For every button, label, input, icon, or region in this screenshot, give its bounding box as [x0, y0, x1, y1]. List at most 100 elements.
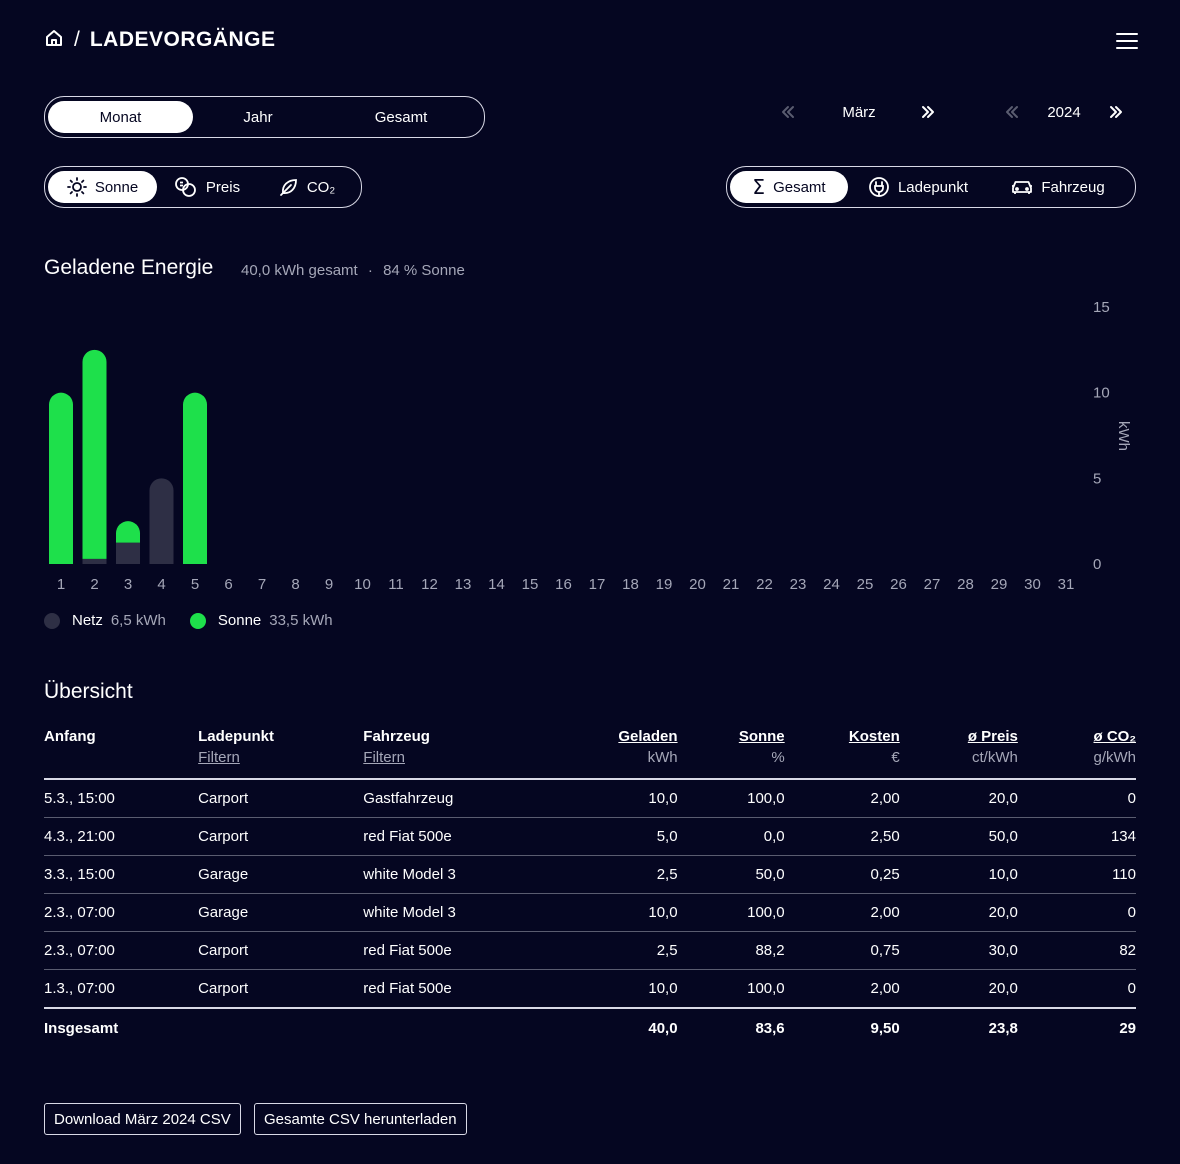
hamburger-menu-icon[interactable] — [1116, 30, 1138, 50]
sun-icon — [66, 177, 87, 197]
table-cell: 100,0 — [677, 969, 785, 1009]
table-cell: Carport — [198, 817, 364, 856]
col-preis[interactable]: ø Preis ct/kWh — [967, 728, 1018, 766]
table-row: 4.3., 21:00 Carport red Fiat 500e 5,0 0,0 2,5… — [44, 817, 1136, 856]
col-sonne[interactable]: Sonne% — [738, 728, 785, 766]
legend-sonne-swatch — [189, 612, 206, 629]
tab-monat[interactable]: Monat — [48, 101, 193, 133]
table-cell: 30,0 — [899, 931, 1018, 970]
sessions-table: Anfang Ladepunkt Filtern Fahrzeug Filtern … — [44, 726, 1136, 1047]
tab-fahrzeug[interactable]: Fahrzeug — [988, 171, 1128, 203]
table-cell: 2,5 — [553, 931, 678, 970]
tab-jahr[interactable]: Jahr — [243, 108, 273, 126]
tab-ladepunkt-label: Ladepunkt — [897, 178, 969, 196]
home-icon[interactable] — [44, 28, 64, 53]
table-cell: Garage — [198, 893, 364, 932]
col-co2[interactable]: ø CO₂ g/kWh — [1093, 728, 1136, 766]
coins-icon — [175, 177, 196, 197]
period-tabs: Monat Jahr Gesamt — [44, 96, 485, 138]
x-tick-label: 18 — [622, 576, 639, 593]
bar-netz — [116, 542, 140, 564]
total-cell — [198, 1008, 363, 1047]
table-row: 5.3., 15:00 Carport Gastfahrzeug 10,0 100,0 2… — [44, 779, 1136, 818]
previous-year-icon[interactable] — [1003, 103, 1021, 121]
table-cell: 50,0 — [677, 855, 785, 894]
x-tick-label: 30 — [1024, 576, 1041, 593]
x-tick-label: 26 — [890, 576, 907, 593]
bar-day-1[interactable] — [49, 392, 73, 564]
table-cell: 2.3., 07:00 — [44, 893, 199, 932]
next-month-icon[interactable] — [919, 103, 937, 121]
x-tick-label: 21 — [723, 576, 740, 593]
table-cell: Carport — [198, 931, 364, 970]
bar-netz — [82, 558, 107, 564]
current-year: 2024 — [1047, 103, 1081, 121]
col-kosten[interactable]: Kosten € — [848, 728, 900, 766]
table-cell: 20,0 — [899, 779, 1018, 818]
tab-sonne[interactable]: Sonne — [48, 171, 157, 203]
table-cell: 134 — [1017, 817, 1136, 856]
legend-netz-value: 6,5 kWh — [110, 612, 166, 629]
x-tick-label: 27 — [924, 576, 941, 593]
bar-sonne — [82, 349, 107, 559]
x-tick-label: 29 — [991, 576, 1008, 593]
bar-day-5[interactable] — [183, 392, 207, 564]
table-total-row: Insgesamt 40,0 83,6 9,50 23,8 29 — [44, 1008, 1136, 1047]
tab-fahrzeug-label: Fahrzeug — [1041, 178, 1105, 196]
x-tick-label: 2 — [90, 576, 98, 593]
table-cell: Garage — [198, 855, 364, 894]
table-cell: 0,75 — [784, 931, 900, 970]
table-cell: 0,25 — [784, 855, 900, 894]
filter-ladepunkt-link[interactable]: Filtern — [198, 749, 240, 766]
table-row: 2.3., 07:00 Carport red Fiat 500e 2,5 88,2 0,… — [44, 931, 1136, 970]
tab-ladepunkt[interactable]: Ladepunkt — [848, 171, 988, 203]
table-cell: 3.3., 15:00 — [44, 855, 199, 894]
table-cell: 0 — [1017, 893, 1136, 932]
tab-preis[interactable]: Preis — [157, 171, 257, 203]
energy-summary: 40,0 kWh gesamt · 84 % Sonne — [241, 262, 465, 279]
download-month-csv-button[interactable]: Download März 2024 CSV — [44, 1103, 241, 1135]
bar-day-2[interactable] — [82, 349, 107, 564]
table-cell: 5.3., 15:00 — [44, 779, 199, 818]
total-cell: 83,6 — [755, 1019, 785, 1037]
legend-sonne-value: 33,5 kWh — [269, 612, 333, 629]
table-cell: red Fiat 500e — [363, 817, 554, 856]
tab-gesamt[interactable]: Gesamt — [374, 108, 428, 126]
filter-fahrzeug-link[interactable]: Filtern — [363, 749, 405, 766]
tab-preis-label: Preis — [205, 178, 241, 196]
bar-day-3[interactable] — [116, 521, 140, 564]
table-cell: white Model 3 — [363, 893, 554, 932]
x-tick-label: 22 — [756, 576, 773, 593]
table-row: 3.3., 15:00 Garage white Model 3 2,5 50,0 0,2… — [44, 855, 1136, 894]
chart-title: Geladene Energie — [44, 256, 214, 279]
next-year-icon[interactable] — [1107, 103, 1125, 121]
col-geladen[interactable]: Geladen kWh — [618, 728, 678, 766]
tab-co2[interactable]: CO₂ — [257, 171, 357, 203]
table-cell: 88,2 — [677, 931, 785, 970]
x-tick-label: 25 — [857, 576, 874, 593]
car-icon — [1012, 181, 1033, 194]
x-tick-label: 13 — [455, 576, 472, 593]
bar-day-4[interactable] — [149, 478, 174, 564]
table-cell: 0 — [1017, 969, 1136, 1009]
metric-tabs: Sonne Preis CO₂ — [44, 166, 362, 208]
download-all-csv-button[interactable]: Gesamte CSV herunterladen — [254, 1103, 467, 1135]
table-cell: 0,0 — [677, 817, 785, 856]
total-cell: 29 — [1119, 1019, 1136, 1037]
legend-netz-label: Netz — [72, 612, 103, 629]
group-tabs: Σ Gesamt Ladepunkt Fahrzeug — [726, 166, 1136, 208]
overview-title: Übersicht — [44, 680, 133, 703]
x-tick-label: 24 — [823, 576, 840, 593]
x-tick-label: 20 — [689, 576, 706, 593]
x-tick-label: 3 — [124, 576, 132, 593]
x-tick-label: 16 — [555, 576, 572, 593]
tab-gesamt-group[interactable]: Σ Gesamt — [730, 171, 848, 203]
table-cell: 2,00 — [784, 969, 900, 1009]
plug-icon — [869, 177, 889, 197]
table-cell: 50,0 — [899, 817, 1018, 856]
legend-netz-swatch — [44, 612, 60, 629]
table-cell: 2,00 — [784, 893, 900, 932]
total-cell: 9,50 — [870, 1019, 900, 1037]
year-navigation: 2024 — [1003, 100, 1125, 124]
previous-month-icon[interactable] — [779, 103, 797, 121]
